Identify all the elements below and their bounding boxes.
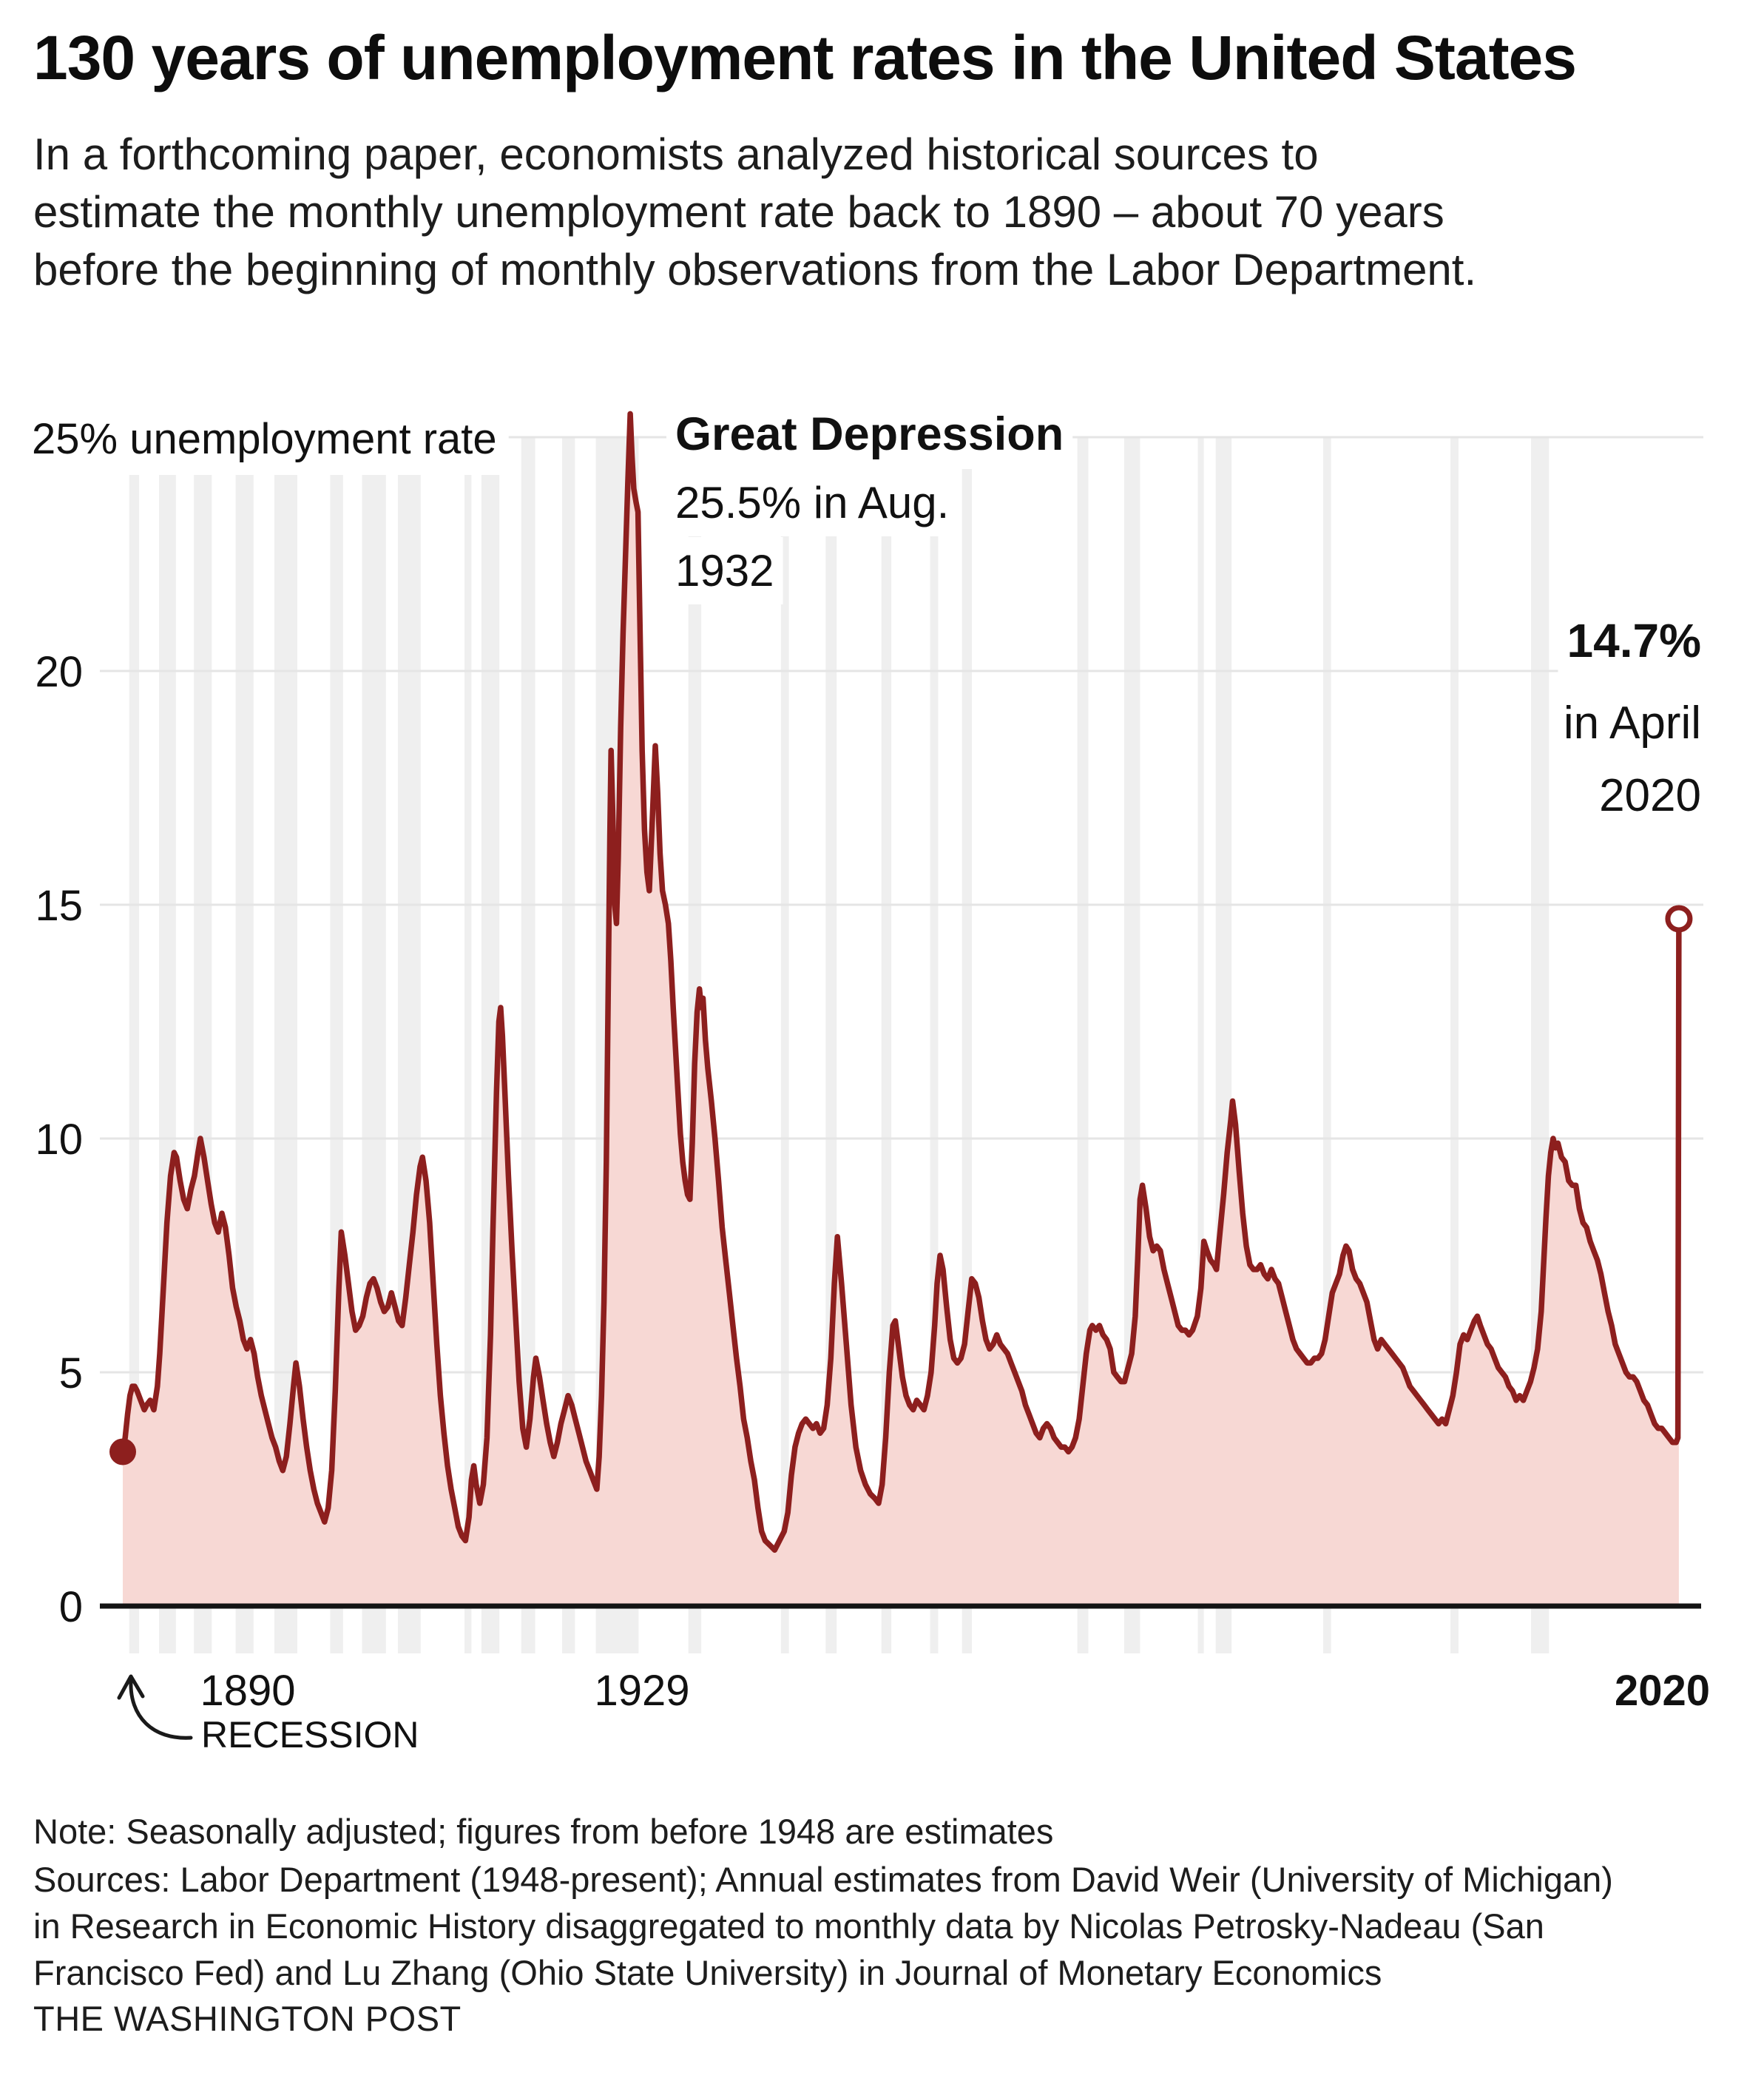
recession-band: [129, 437, 140, 1653]
april-2020-annotation-line-3: 2020: [1599, 770, 1701, 821]
annotation-backdrop: [666, 469, 959, 536]
annotation-backdrop: [666, 399, 1073, 469]
annotation-backdrop: [666, 537, 783, 604]
subtitle-line-2: estimate the monthly unemployment rate b…: [33, 187, 1444, 237]
y-axis-unit-label: 25% unemployment rate: [32, 415, 497, 463]
sources-line-2: in Research in Economic History disaggre…: [33, 1906, 1544, 1946]
recession-annotation-label: RECESSION: [201, 1714, 419, 1755]
subtitle-line-3: before the beginning of monthly observat…: [33, 245, 1477, 294]
recession-band: [1323, 437, 1331, 1653]
great-depression-annotation-line-2: 25.5% in Aug.: [675, 478, 949, 527]
y-axis-label-10: 10: [35, 1116, 83, 1164]
y-axis-label-0: 0: [59, 1583, 83, 1631]
x-axis-label-1890: 1890: [200, 1667, 295, 1715]
subtitle-line-1: In a forthcoming paper, economists analy…: [33, 129, 1319, 179]
april-2020-annotation-line-1: 14.7%: [1567, 614, 1701, 667]
annotation-backdrop: [1558, 605, 1710, 676]
y-axis-label-20: 20: [35, 648, 83, 696]
great-depression-annotation-line-3: 1932: [675, 546, 774, 596]
april-2020-open-marker: [1665, 905, 1693, 933]
publisher-credit: THE WASHINGTON POST: [33, 1999, 462, 2038]
recession-band: [930, 437, 939, 1653]
y-axis-label-15: 15: [35, 882, 83, 930]
y-axis-label-5: 5: [59, 1349, 83, 1397]
recession-arrow-icon: [129, 1679, 193, 1740]
recession-band: [1197, 437, 1204, 1653]
annotation-backdrop: [1554, 689, 1710, 758]
recession-band: [521, 437, 535, 1653]
x-axis-label-1929: 1929: [594, 1667, 689, 1715]
unemployment-line: [120, 411, 1682, 1553]
recession-band: [780, 437, 789, 1653]
chart-note: Note: Seasonally adjusted; figures from …: [33, 1812, 1054, 1851]
x-axis-label-2020: 2020: [1615, 1667, 1710, 1715]
unemployment-area: [123, 414, 1679, 1606]
recession-band: [1450, 437, 1459, 1653]
annotation-backdrop: [1590, 761, 1710, 830]
recession-band: [561, 437, 575, 1653]
page-title: 130 years of unemployment rates in the U…: [33, 23, 1577, 92]
recession-band: [464, 437, 472, 1653]
recession-arrowhead-icon: [117, 1674, 145, 1700]
annotation-backdrop: [20, 403, 509, 475]
sources-line-3: Francisco Fed) and Lu Zhang (Ohio State …: [33, 1953, 1382, 1992]
april-2020-annotation-line-2: in April: [1564, 698, 1701, 749]
sources-line-1: Sources: Labor Department (1948-present)…: [33, 1860, 1613, 1899]
great-depression-annotation-line-1: Great Depression: [675, 408, 1064, 460]
start-dot-marker-1890: [109, 1438, 136, 1466]
